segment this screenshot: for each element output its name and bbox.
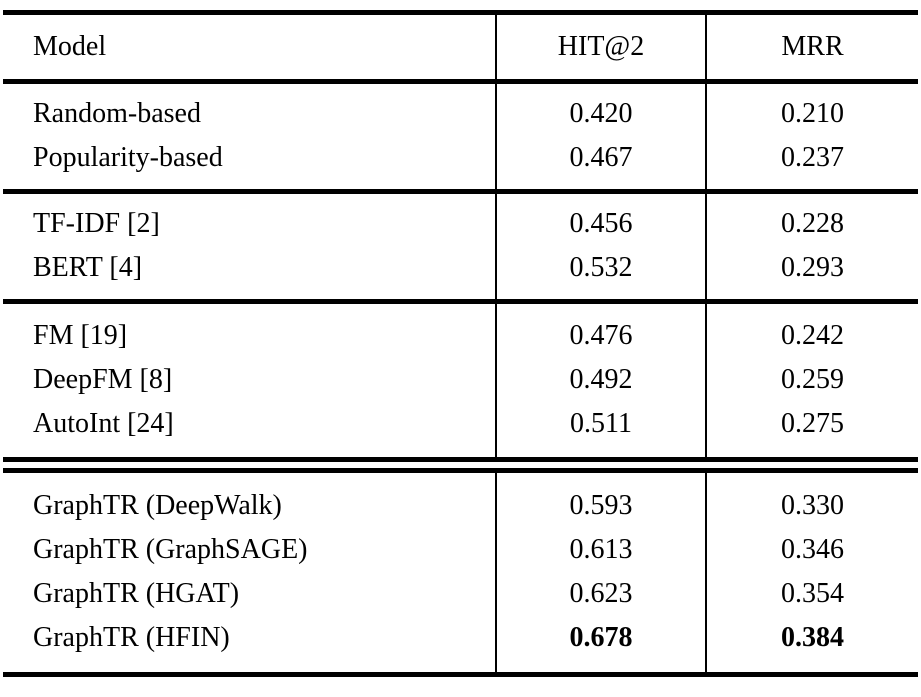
model-cell: DeepFM [8] bbox=[33, 364, 173, 395]
results-table: Model HIT@2 MRR Random-based Popularity-… bbox=[3, 10, 918, 677]
model-cell: GraphTR (DeepWalk) bbox=[33, 490, 282, 521]
model-cell: GraphTR (HFIN) bbox=[33, 622, 230, 653]
hit2-cell: 0.623 bbox=[569, 578, 633, 609]
model-cell: AutoInt [24] bbox=[33, 408, 174, 439]
column-header-model: Model bbox=[33, 31, 107, 62]
mrr-cell: 0.259 bbox=[781, 364, 844, 395]
mrr-cell: 0.237 bbox=[781, 142, 844, 173]
header-separator-rule bbox=[3, 79, 918, 84]
mrr-cell: 0.346 bbox=[781, 534, 844, 565]
group-separator-rule bbox=[3, 299, 918, 304]
column-header-hit2: HIT@2 bbox=[557, 31, 645, 62]
model-cell: TF-IDF [2] bbox=[33, 208, 160, 239]
hit2-cell: 0.593 bbox=[569, 490, 633, 521]
group-separator-rule bbox=[3, 189, 918, 194]
mrr-cell: 0.293 bbox=[781, 252, 844, 283]
mrr-cell: 0.354 bbox=[781, 578, 844, 609]
hit2-cell: 0.492 bbox=[569, 364, 633, 395]
model-cell: Popularity-based bbox=[33, 142, 223, 173]
table-top-rule bbox=[3, 10, 918, 15]
table-group-graphtr: GraphTR (DeepWalk) GraphTR (GraphSAGE) G… bbox=[3, 473, 918, 672]
mrr-cell-best: 0.384 bbox=[781, 622, 844, 653]
column-header-mrr: MRR bbox=[781, 31, 844, 62]
mrr-cell: 0.330 bbox=[781, 490, 844, 521]
model-cell: BERT [4] bbox=[33, 252, 143, 283]
table-group-heuristic: Random-based Popularity-based 0.420 0.46… bbox=[3, 84, 918, 189]
table-header-row: Model HIT@2 MRR bbox=[3, 15, 918, 79]
hit2-cell: 0.613 bbox=[569, 534, 633, 565]
mrr-cell: 0.228 bbox=[781, 208, 844, 239]
table-group-text-models: TF-IDF [2] BERT [4] 0.456 0.532 0.228 0.… bbox=[3, 194, 918, 299]
model-cell: GraphTR (HGAT) bbox=[33, 578, 240, 609]
model-cell: GraphTR (GraphSAGE) bbox=[33, 534, 308, 565]
mrr-cell: 0.210 bbox=[781, 98, 844, 129]
mrr-cell: 0.275 bbox=[781, 408, 844, 439]
hit2-cell: 0.532 bbox=[569, 252, 633, 283]
model-cell: Random-based bbox=[33, 98, 201, 129]
table-bottom-rule bbox=[3, 672, 918, 677]
hit2-cell: 0.420 bbox=[569, 98, 633, 129]
double-separator-rule bbox=[3, 457, 918, 473]
hit2-cell-best: 0.678 bbox=[569, 622, 633, 653]
model-cell: FM [19] bbox=[33, 320, 128, 351]
hit2-cell: 0.476 bbox=[569, 320, 633, 351]
mrr-cell: 0.242 bbox=[781, 320, 844, 351]
hit2-cell: 0.511 bbox=[570, 408, 632, 439]
table-group-fm-models: FM [19] DeepFM [8] AutoInt [24] 0.476 0.… bbox=[3, 304, 918, 457]
hit2-cell: 0.456 bbox=[569, 208, 633, 239]
hit2-cell: 0.467 bbox=[569, 142, 633, 173]
